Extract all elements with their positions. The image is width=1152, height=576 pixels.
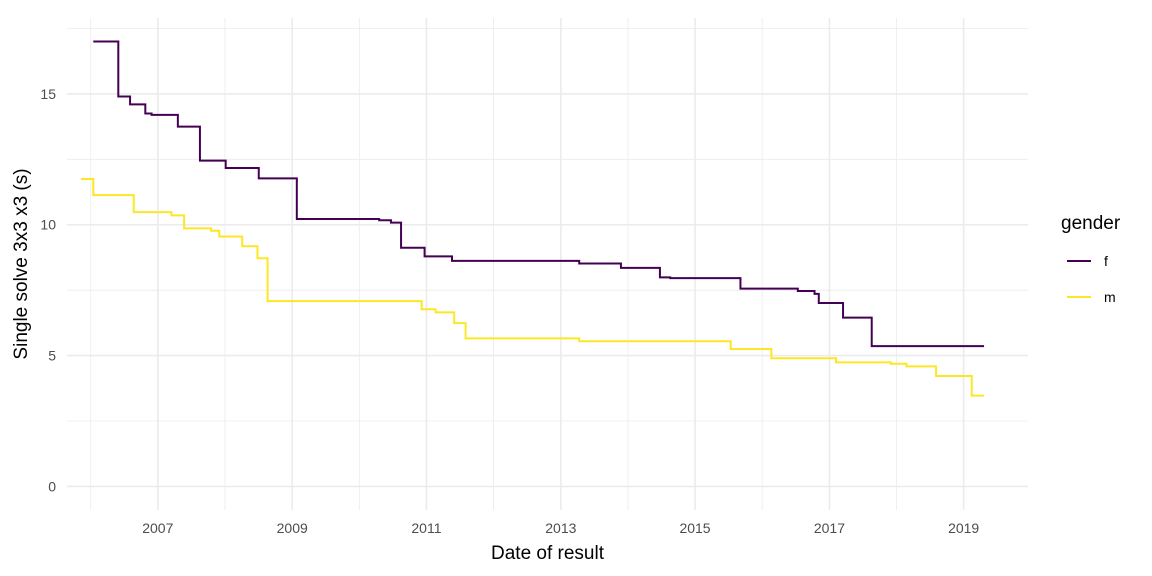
y-tick-label: 15 — [40, 86, 56, 102]
y-axis-title: Single solve 3x3 x3 (s) — [11, 168, 32, 359]
grid — [67, 18, 1028, 510]
x-tick-label: 2007 — [142, 520, 173, 536]
x-tick-label: 2009 — [277, 520, 308, 536]
y-axis-ticks: 0 5 10 15 — [40, 86, 56, 495]
series-lines — [80, 40, 985, 397]
legend-label-f: f — [1104, 253, 1108, 269]
x-tick-label: 2017 — [814, 520, 845, 536]
legend: gender fm — [1061, 213, 1121, 305]
series-line-m — [80, 177, 985, 397]
x-tick-label: 2015 — [679, 520, 710, 536]
y-tick-label: 5 — [48, 348, 56, 364]
x-tick-label: 2019 — [948, 520, 979, 536]
legend-title: gender — [1061, 213, 1121, 234]
x-axis-ticks: 2007 2009 2011 2013 2015 2017 2019 — [142, 520, 979, 536]
y-tick-label: 0 — [48, 478, 56, 494]
y-tick-label: 10 — [40, 217, 56, 233]
x-tick-label: 2013 — [545, 520, 576, 536]
series-line-f — [93, 40, 985, 348]
x-tick-label: 2011 — [411, 520, 441, 536]
legend-items: fm — [1067, 253, 1116, 305]
legend-label-m: m — [1104, 289, 1116, 305]
x-axis-title: Date of result — [491, 543, 605, 564]
